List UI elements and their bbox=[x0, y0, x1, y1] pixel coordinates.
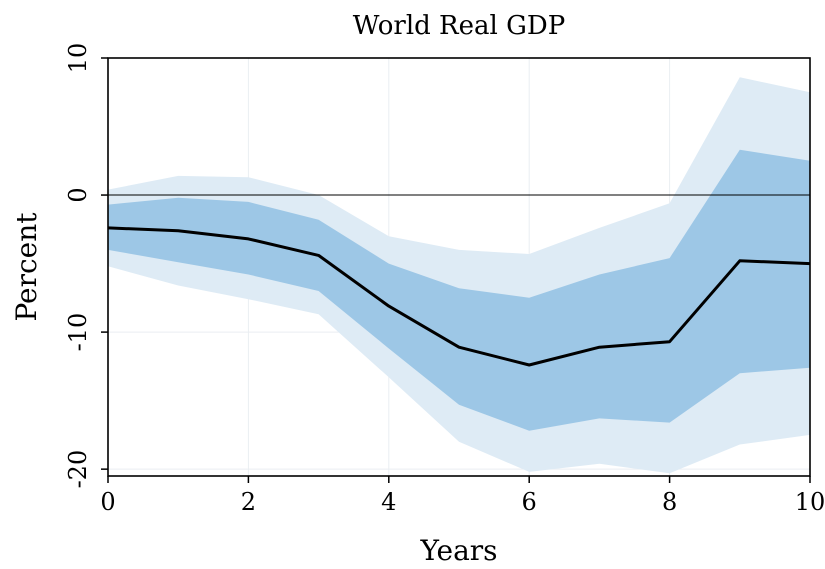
x-tick-label: 6 bbox=[522, 488, 537, 516]
y-tick-label: 0 bbox=[64, 187, 92, 202]
x-tick-label: 8 bbox=[662, 488, 677, 516]
chart-title: World Real GDP bbox=[353, 11, 565, 41]
data-point bbox=[458, 346, 461, 349]
data-point bbox=[317, 254, 320, 257]
series-line-0 bbox=[107, 226, 811, 367]
y-tick-label: 10 bbox=[64, 43, 92, 74]
y-axis-label: Percent bbox=[10, 212, 43, 322]
x-tick-label: 4 bbox=[381, 488, 396, 516]
plot-frame bbox=[107, 57, 811, 477]
x-tick-label: 0 bbox=[100, 488, 115, 516]
data-point bbox=[598, 346, 601, 349]
y-tick-label: -10 bbox=[64, 313, 92, 352]
data-point bbox=[668, 340, 671, 343]
x-tick-label: 10 bbox=[795, 488, 825, 516]
y-tick-label: -20 bbox=[64, 450, 92, 489]
inner-confidence-band bbox=[108, 149, 810, 431]
data-point bbox=[528, 363, 531, 366]
data-point bbox=[738, 259, 741, 262]
axis-ticks: 0 2 4 6 8 10 -20 -10 0 10 bbox=[64, 43, 825, 516]
data-point bbox=[387, 305, 390, 308]
data-point bbox=[247, 237, 250, 240]
confidence-bands bbox=[108, 77, 810, 474]
series-lines bbox=[107, 226, 811, 367]
x-axis-label: Years bbox=[419, 534, 497, 567]
x-tick-label: 2 bbox=[241, 488, 256, 516]
data-point bbox=[177, 229, 180, 232]
